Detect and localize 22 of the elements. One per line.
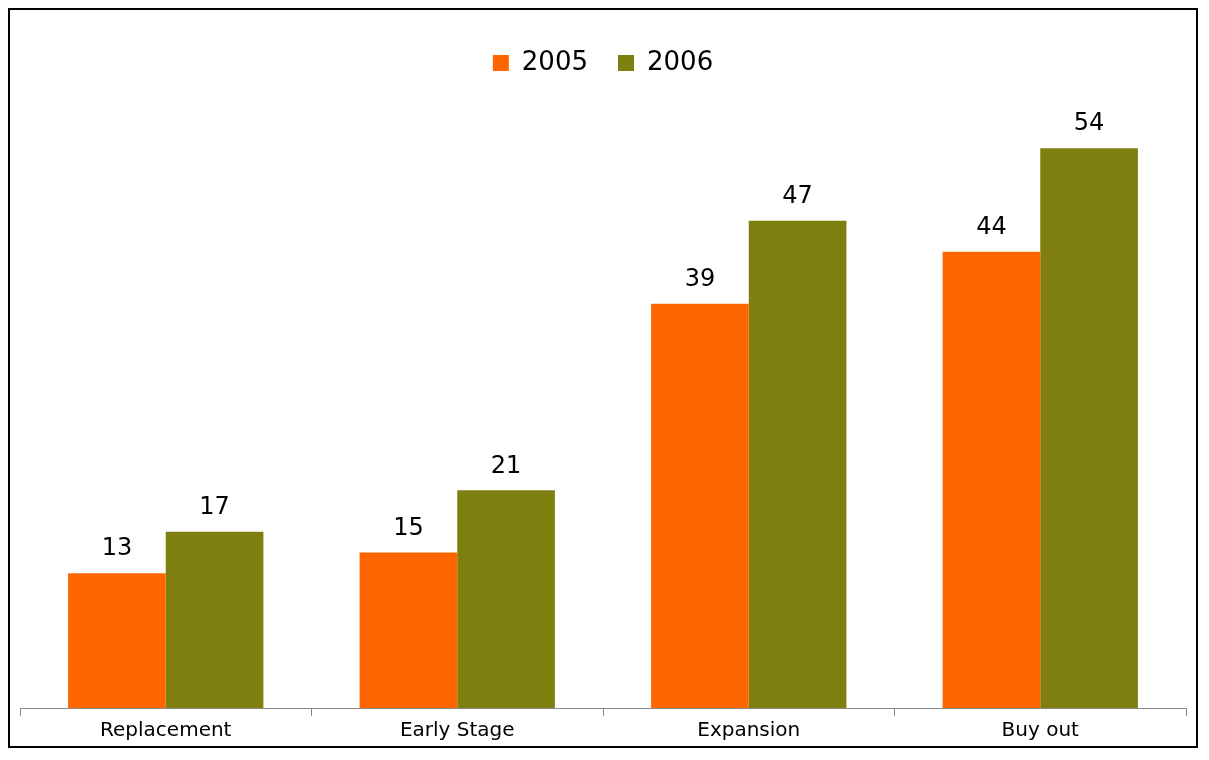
x-tick-label: Replacement: [100, 717, 232, 742]
data-label: 54: [1073, 108, 1105, 137]
data-label: 44: [976, 212, 1007, 241]
data-label: 17: [199, 492, 230, 520]
data-label: 15: [393, 512, 424, 541]
x-tick-label: Expansion: [697, 717, 801, 742]
x-tick-label: Buy out: [1001, 717, 1080, 742]
legend-label: 2005: [521, 45, 588, 76]
bar: [942, 251, 1041, 708]
bar: [1040, 148, 1138, 708]
bar: [165, 531, 264, 708]
bar: [748, 220, 847, 708]
data-label: 21: [490, 450, 522, 479]
data-label: 47: [782, 181, 813, 209]
legend-label: 2006: [647, 45, 714, 76]
bar: [68, 573, 166, 708]
bar: [359, 552, 458, 708]
data-label: 39: [684, 263, 716, 292]
data-label: 13: [101, 533, 133, 562]
bar: [651, 303, 749, 708]
bar: [457, 490, 555, 708]
x-tick-label: Early Stage: [399, 717, 515, 742]
